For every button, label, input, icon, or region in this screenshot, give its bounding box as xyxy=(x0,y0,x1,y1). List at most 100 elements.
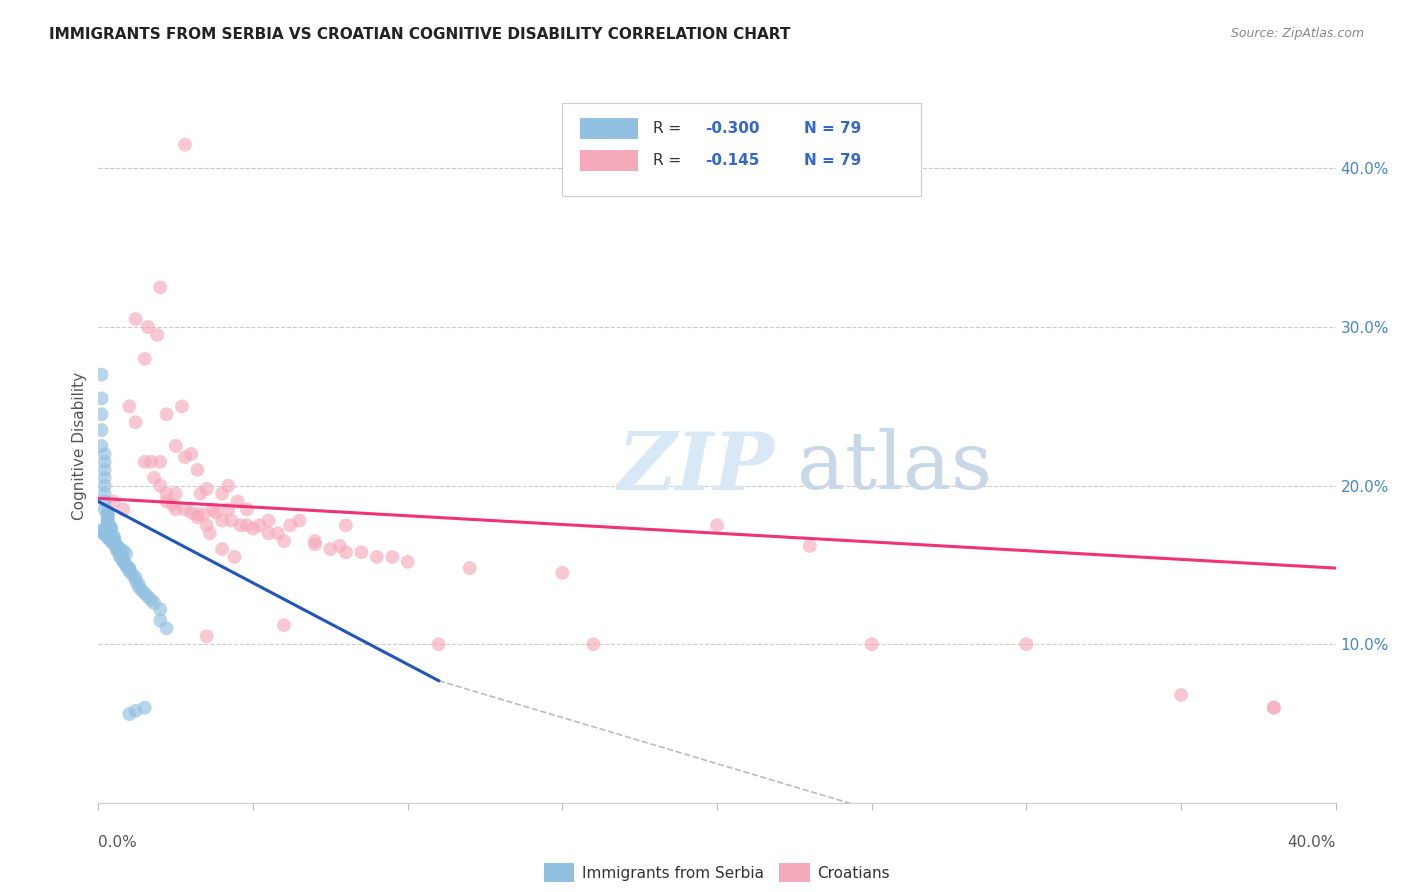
Point xyxy=(136,590,159,604)
Point xyxy=(165,486,187,500)
Point xyxy=(134,351,156,366)
Point xyxy=(93,486,115,500)
Point xyxy=(860,637,883,651)
Point xyxy=(226,494,249,508)
Point xyxy=(108,549,131,563)
Point xyxy=(118,563,141,577)
Point xyxy=(97,507,120,521)
Point xyxy=(97,510,120,524)
Point xyxy=(128,580,150,594)
Point xyxy=(174,450,197,464)
Point xyxy=(100,526,122,541)
Legend: Immigrants from Serbia, Croatians: Immigrants from Serbia, Croatians xyxy=(538,857,896,888)
Point xyxy=(221,514,243,528)
Point xyxy=(273,618,295,632)
Point xyxy=(799,539,821,553)
Text: atlas: atlas xyxy=(797,428,993,507)
Point xyxy=(257,526,280,541)
Point xyxy=(118,400,141,414)
Point xyxy=(149,280,172,294)
Point xyxy=(1170,688,1192,702)
Point xyxy=(211,486,233,500)
Point xyxy=(211,542,233,557)
Point xyxy=(319,542,342,557)
Point xyxy=(103,531,125,545)
Point xyxy=(143,471,166,485)
Point xyxy=(93,502,115,516)
Point xyxy=(149,602,172,616)
Point xyxy=(186,510,208,524)
Point xyxy=(97,508,120,523)
Point xyxy=(224,549,246,564)
Point xyxy=(97,516,120,531)
Point xyxy=(1263,700,1285,714)
Point xyxy=(267,526,290,541)
Point xyxy=(90,392,112,406)
Point xyxy=(93,494,115,508)
Point xyxy=(165,439,187,453)
Point xyxy=(112,551,135,566)
Point xyxy=(115,559,138,574)
Point xyxy=(381,549,404,564)
Point xyxy=(100,533,122,547)
Point xyxy=(93,478,115,492)
Point xyxy=(97,514,120,528)
Point xyxy=(458,561,481,575)
Point xyxy=(146,328,169,343)
Point xyxy=(366,549,388,564)
Point xyxy=(205,506,228,520)
Point xyxy=(100,521,122,535)
Point xyxy=(97,506,120,520)
Point xyxy=(174,137,197,152)
Point xyxy=(195,629,218,643)
Point xyxy=(128,577,150,591)
Point xyxy=(124,312,146,326)
Point xyxy=(1263,700,1285,714)
Text: 40.0%: 40.0% xyxy=(1288,836,1336,850)
Point xyxy=(174,502,197,516)
Point xyxy=(329,539,352,553)
Point xyxy=(103,534,125,549)
Text: ZIP: ZIP xyxy=(619,429,775,506)
Point xyxy=(170,400,193,414)
Point xyxy=(155,621,177,635)
Point xyxy=(273,534,295,549)
Point xyxy=(139,592,162,607)
Point xyxy=(115,547,138,561)
Point xyxy=(115,558,138,572)
Point xyxy=(350,545,373,559)
Point xyxy=(247,518,270,533)
Point xyxy=(335,518,357,533)
Point xyxy=(288,514,311,528)
Point xyxy=(112,553,135,567)
Point xyxy=(118,706,141,721)
Point xyxy=(186,507,208,521)
Point xyxy=(706,518,728,533)
Point xyxy=(211,514,233,528)
Point xyxy=(112,555,135,569)
Point xyxy=(427,637,450,651)
Point xyxy=(90,439,112,453)
Point xyxy=(97,518,120,533)
Point xyxy=(162,498,184,512)
Point xyxy=(180,447,202,461)
Point xyxy=(118,561,141,575)
Point xyxy=(134,586,156,600)
Point xyxy=(155,494,177,508)
Point xyxy=(143,596,166,610)
Point xyxy=(105,539,128,553)
Point xyxy=(236,518,259,533)
Text: R =: R = xyxy=(652,153,690,168)
Point xyxy=(217,502,239,516)
Point xyxy=(335,545,357,559)
Point xyxy=(112,543,135,558)
Point xyxy=(100,528,122,542)
Point xyxy=(242,521,264,535)
Point xyxy=(149,478,172,492)
Point xyxy=(103,535,125,549)
Point xyxy=(1015,637,1038,651)
FancyBboxPatch shape xyxy=(579,118,638,139)
Point xyxy=(105,543,128,558)
Point xyxy=(124,704,146,718)
Text: N = 79: N = 79 xyxy=(804,153,860,168)
